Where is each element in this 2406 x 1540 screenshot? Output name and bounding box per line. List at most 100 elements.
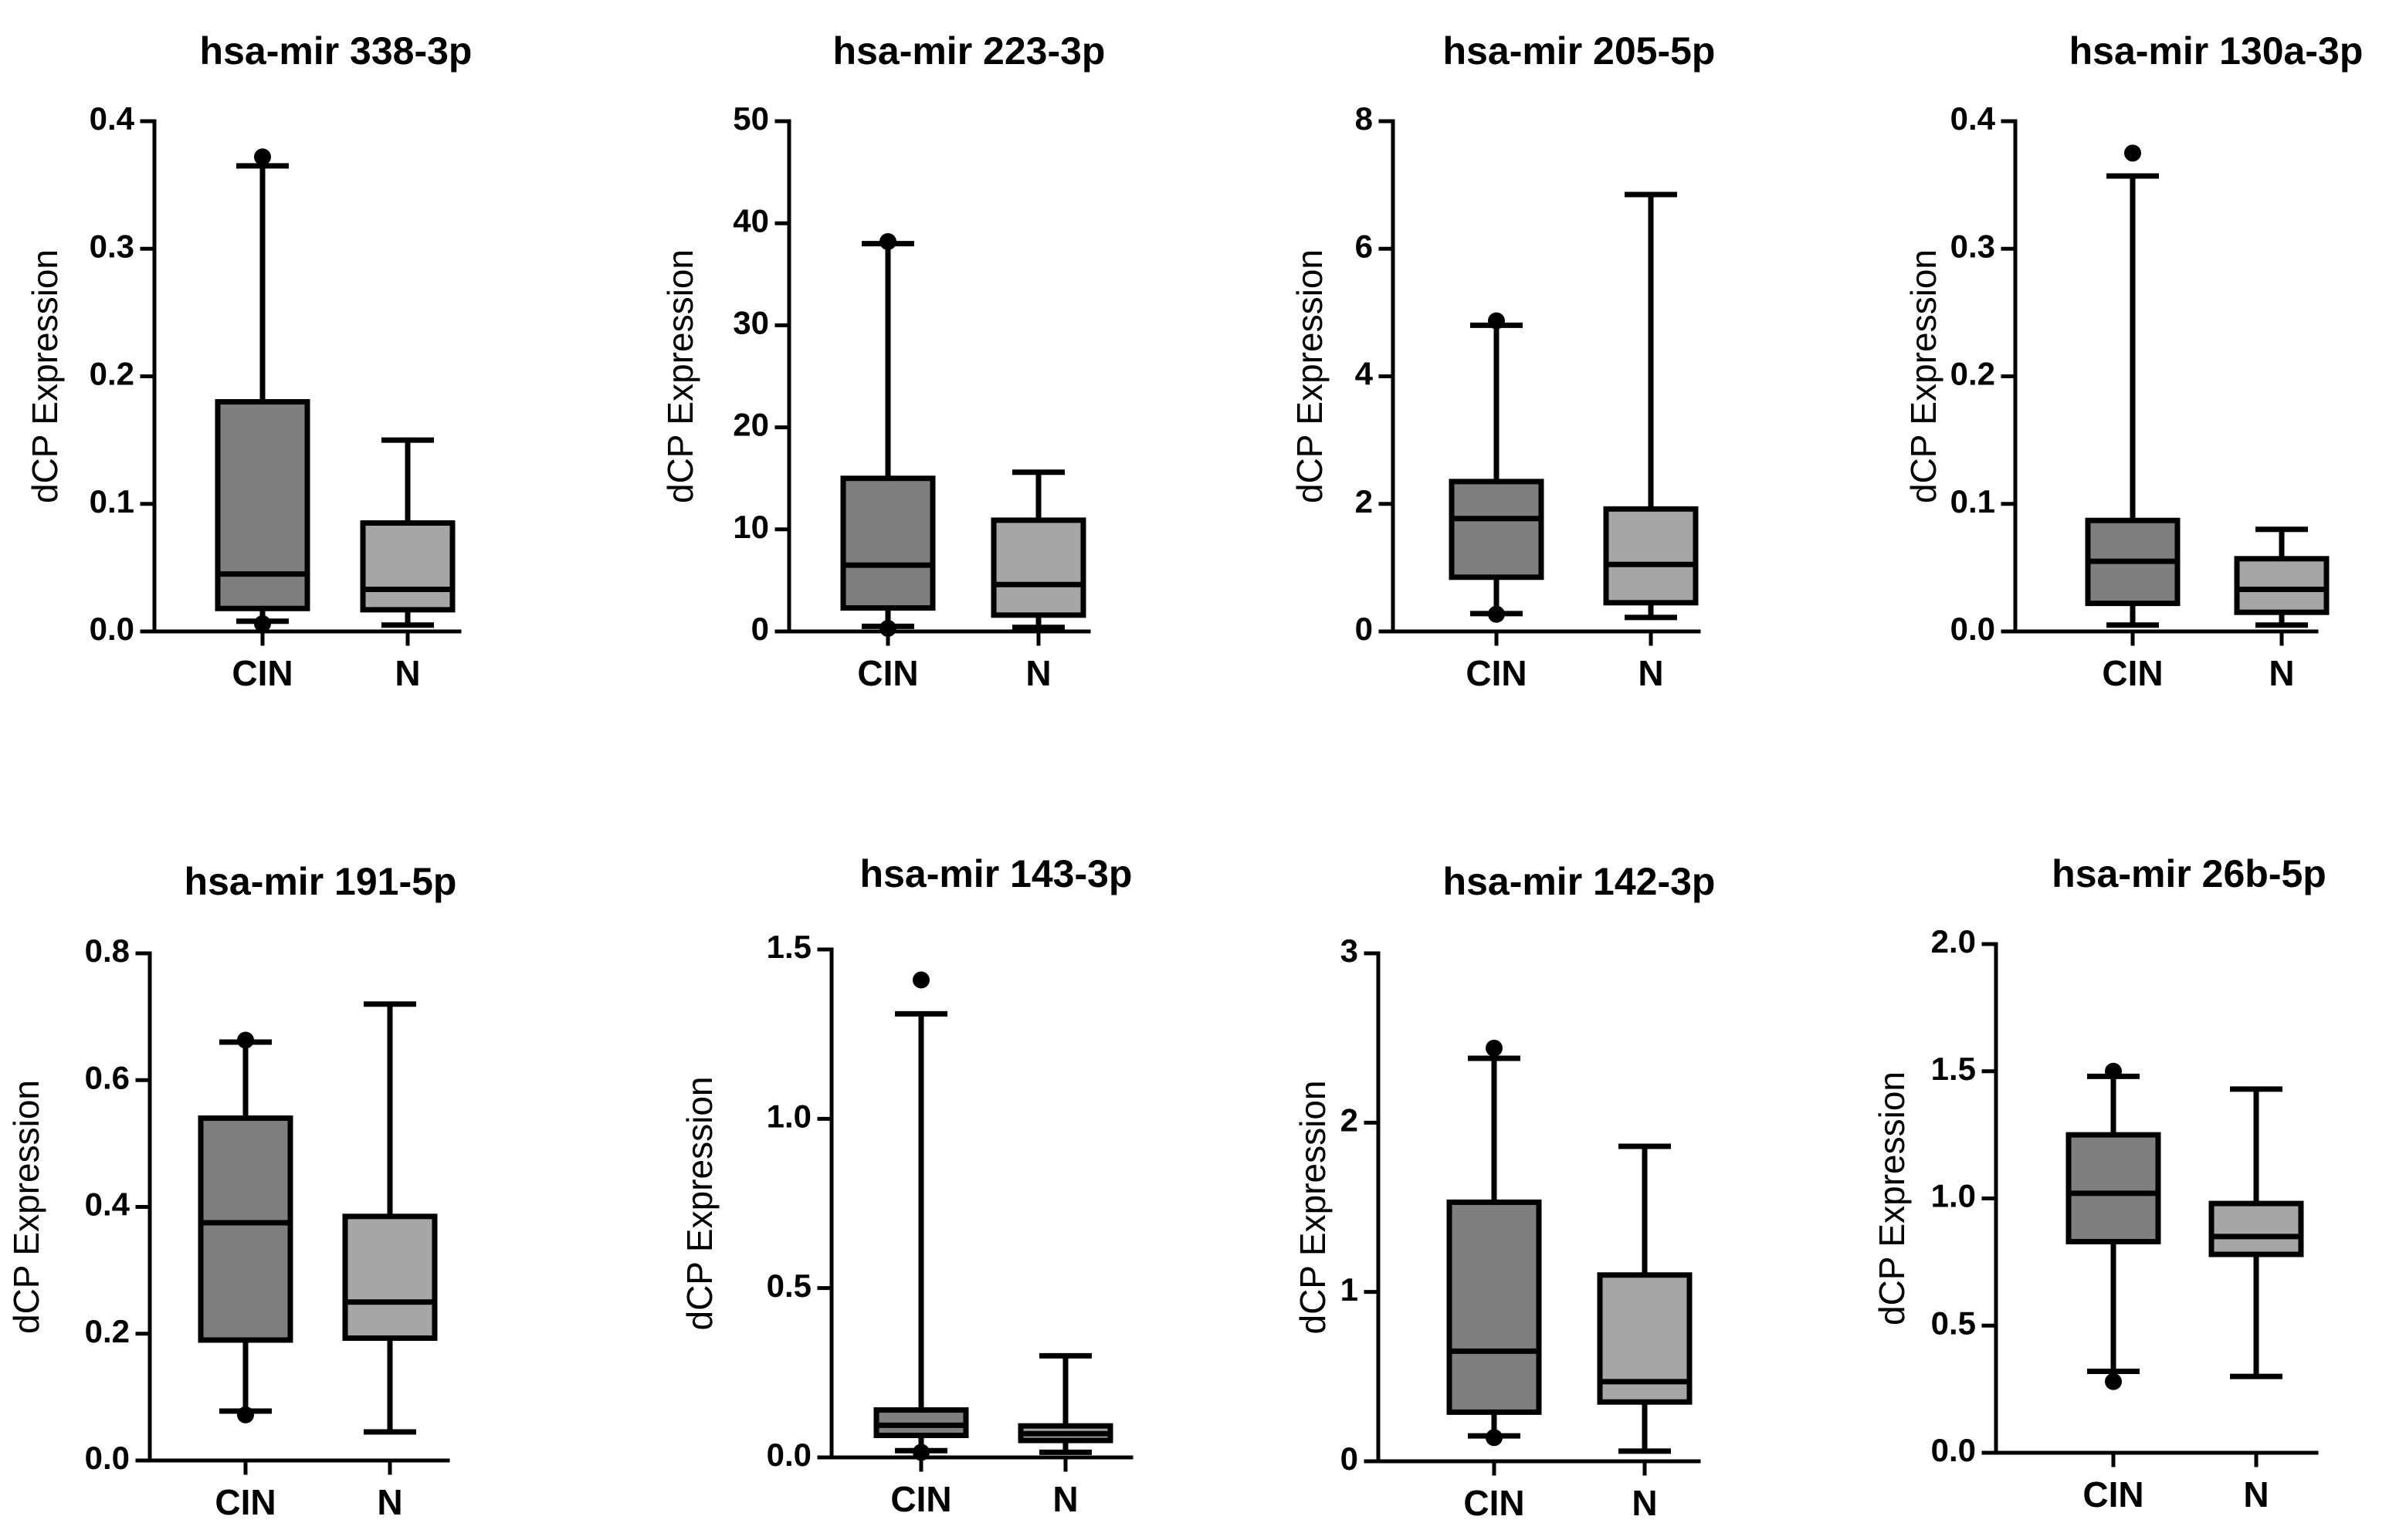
y-tick-label: 0.5	[767, 1268, 812, 1304]
y-tick-label: 1.0	[1931, 1178, 1976, 1214]
box-iqr	[1446, 1199, 1542, 1415]
y-tick-label: 3	[1340, 932, 1358, 969]
y-tick-label: 1.5	[1931, 1051, 1976, 1087]
y-axis-label: dCP Expression	[1903, 249, 1943, 503]
box-iqr	[2234, 556, 2330, 615]
y-tick-label: 20	[733, 407, 769, 443]
y-tick-label: 0.0	[767, 1437, 812, 1473]
x-tick-label: CIN	[2102, 653, 2163, 693]
box-n	[342, 1001, 438, 1435]
box-iqr	[2208, 1200, 2304, 1257]
outlier-point	[879, 232, 896, 250]
x-tick-label: N	[1052, 1479, 1078, 1519]
y-axis-label: dCP Expression	[1293, 1081, 1333, 1335]
y-tick-label: 0	[1340, 1440, 1358, 1477]
box-iqr	[215, 399, 310, 611]
chart-panel: hsa-mir 130a-3p dCP Expression 0.0 0.1 0.2 0.…	[1903, 29, 2363, 693]
chart-title: hsa-mir 223-3p	[833, 29, 1106, 73]
chart-panel: hsa-mir 142-3p dCP Expression 0 1 2 3 CIN N	[1293, 860, 1715, 1523]
y-axis-label: dCP Expression	[1872, 1071, 1912, 1325]
y-tick-label: 2.0	[1931, 923, 1976, 960]
box-n	[2208, 1086, 2304, 1379]
y-tick-label: 0.2	[1950, 356, 1995, 392]
chart-title: hsa-mir 191-5p	[185, 860, 457, 903]
y-axis-label: dCP Expression	[660, 249, 700, 503]
x-tick-label: CIN	[1466, 653, 1527, 693]
box-iqr	[2065, 1132, 2161, 1245]
y-tick-label: 0.1	[1950, 483, 1995, 520]
outlier-point	[1488, 605, 1505, 623]
box-cin	[215, 148, 310, 633]
chart-title: hsa-mir 142-3p	[1443, 860, 1716, 903]
box-n	[360, 437, 456, 628]
x-tick-label: N	[2243, 1474, 2269, 1515]
x-tick-label: N	[395, 653, 420, 693]
y-tick-label: 0	[1355, 611, 1373, 647]
outlier-point	[1486, 1039, 1503, 1057]
y-tick-label: 1.5	[767, 929, 812, 965]
y-tick-label: 0.4	[85, 1186, 130, 1223]
outlier-point	[254, 615, 271, 633]
box-iqr	[342, 1213, 438, 1341]
y-tick-label: 0	[751, 611, 769, 647]
y-tick-label: 8	[1355, 100, 1373, 137]
box-cin	[2065, 1062, 2161, 1390]
box-iqr	[1603, 506, 1699, 606]
x-tick-label: CIN	[232, 653, 293, 693]
chart-title: hsa-mir 338-3p	[200, 29, 473, 73]
y-tick-label: 0.0	[1950, 611, 1995, 647]
y-axis-label: dCP Expression	[1289, 249, 1330, 503]
outlier-point	[237, 1031, 254, 1049]
y-tick-label: 30	[733, 304, 769, 340]
box-n	[991, 469, 1086, 631]
y-tick-label: 1.0	[767, 1098, 812, 1134]
y-axis-label: dCP Expression	[6, 1080, 46, 1334]
x-tick-label: CIN	[2082, 1474, 2143, 1515]
box-n	[1597, 1143, 1693, 1454]
y-tick-label: 0.8	[85, 932, 130, 969]
y-tick-label: 1	[1340, 1271, 1358, 1308]
x-tick-label: CIN	[857, 653, 918, 693]
y-tick-label: 2	[1355, 483, 1373, 520]
chart-panel: hsa-mir 223-3p dCP Expression 0 10 20 30 40 50 C…	[660, 29, 1105, 693]
outlier-point	[2124, 144, 2141, 162]
y-tick-label: 50	[733, 100, 769, 137]
y-tick-label: 6	[1355, 228, 1373, 264]
y-tick-label: 0.3	[90, 228, 134, 264]
y-tick-label: 0.2	[90, 356, 134, 392]
y-tick-label: 10	[733, 509, 769, 545]
box-iqr	[1449, 479, 1544, 580]
y-tick-label: 40	[733, 202, 769, 239]
outlier-point	[1486, 1429, 1503, 1447]
outlier-point	[2105, 1372, 2122, 1390]
y-tick-label: 0.0	[1931, 1432, 1976, 1468]
y-tick-label: 0.2	[85, 1313, 130, 1349]
x-tick-label: N	[1025, 653, 1051, 693]
chart-title: hsa-mir 130a-3p	[2069, 29, 2364, 73]
outlier-point	[1488, 312, 1505, 330]
x-tick-label: CIN	[215, 1482, 276, 1522]
y-axis-label: dCP Expression	[679, 1077, 720, 1331]
outlier-point	[2105, 1062, 2122, 1080]
chart-panel: hsa-mir 205-5p dCP Expression 0 2 4 6 8 CIN N	[1289, 29, 1715, 693]
box-iqr	[198, 1115, 293, 1343]
y-axis-label: dCP Expression	[25, 249, 65, 503]
outlier-point	[879, 620, 896, 638]
x-tick-label: N	[2269, 653, 2294, 693]
outlier-point	[913, 971, 930, 989]
chart-title: hsa-mir 143-3p	[860, 852, 1133, 895]
box-cin	[2085, 144, 2181, 628]
chart-panel: hsa-mir 191-5p dCP Expression 0.0 0.2 0.4 0.6…	[6, 860, 456, 1522]
y-tick-label: 0.4	[90, 100, 135, 137]
box-iqr	[360, 520, 456, 613]
box-cin	[198, 1031, 293, 1423]
chart-panel: hsa-mir 143-3p dCP Expression 0.0 0.5 1.0 1.5…	[679, 852, 1134, 1519]
box-cin	[840, 232, 936, 638]
outlier-point	[237, 1406, 254, 1423]
outlier-point	[913, 1444, 930, 1461]
chart-panel: hsa-mir 26b-5p dCP Expression 0.0 0.5 1.0 1.5…	[1872, 852, 2326, 1515]
x-tick-label: CIN	[1463, 1483, 1524, 1523]
x-tick-label: CIN	[890, 1479, 951, 1519]
box-n	[2234, 526, 2330, 628]
